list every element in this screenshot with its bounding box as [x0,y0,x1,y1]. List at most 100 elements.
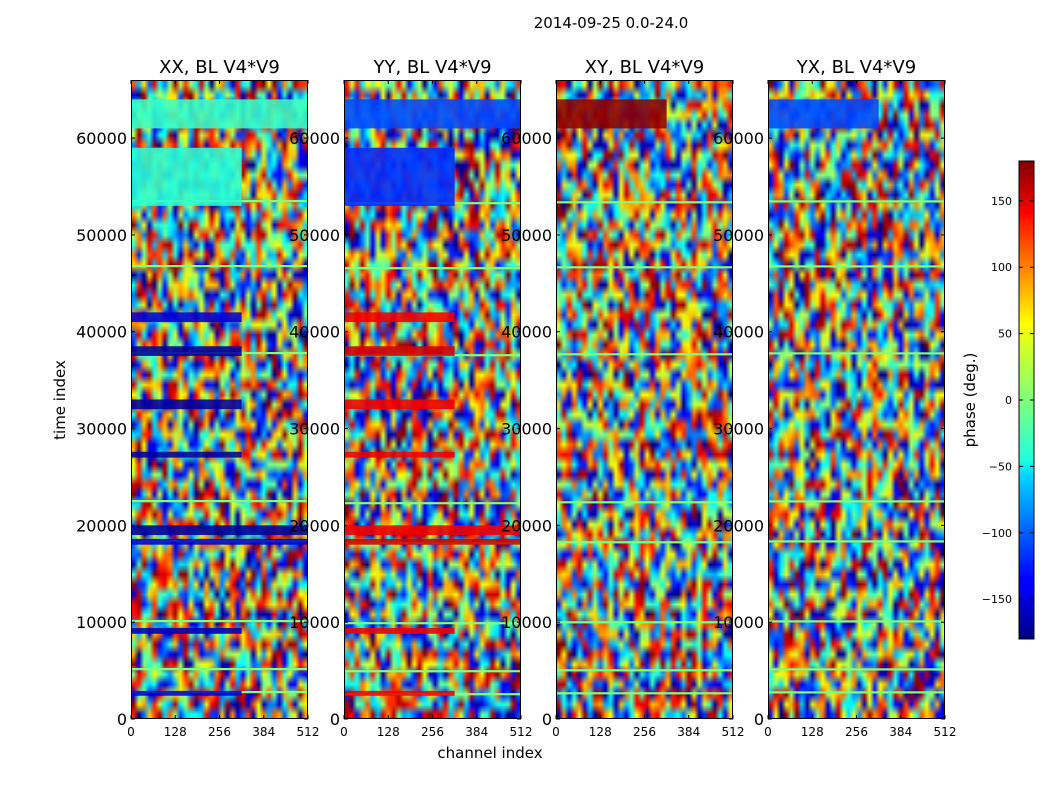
flag-row [768,352,945,355]
y-tick-label: 20000 [713,516,764,535]
flag-row [344,622,521,625]
flag-row [556,541,733,544]
x-tick-label: 0 [127,725,135,739]
y-tick-label: 10000 [501,613,552,632]
flag-row [556,353,733,356]
x-tick-label: 128 [164,725,187,739]
phase-band [131,99,308,129]
x-tick-label: 256 [421,725,444,739]
y-tick-label: 40000 [501,323,552,342]
phase-band [344,627,455,634]
colorbar-tick-label: 0 [1005,394,1012,407]
y-tick-label: 30000 [289,420,340,439]
x-tick-label: 128 [377,725,400,739]
y-tick-label: 10000 [289,613,340,632]
colorbar-tick-label: 150 [991,195,1012,208]
panel-4: YX, BL V4*V9 0 128 256 384 512 0 10000 20000 300… [713,57,956,739]
y-tick-label: 0 [542,710,552,729]
flag-row [131,500,308,503]
flag-row [556,201,733,204]
y-axis-label: time index [51,360,69,440]
x-tick-label: 256 [208,725,231,739]
phase-heatmap [556,80,733,719]
y-tick-label: 60000 [501,129,552,148]
phase-band [768,99,879,129]
flag-row [768,265,945,268]
y-tick-label: 60000 [713,129,764,148]
phase-band [131,451,242,458]
x-tick-label: 512 [934,725,957,739]
flag-row [131,620,308,623]
y-tick-label: 40000 [76,323,127,342]
x-tick-label: 512 [510,725,533,739]
y-tick-label: 40000 [289,323,340,342]
phase-band [131,690,242,696]
y-tick-label: 50000 [501,226,552,245]
colorbar-tick-label: −150 [982,593,1012,606]
x-axis-label: channel index [437,744,542,762]
y-tick-label: 20000 [289,516,340,535]
panel-3-title: XY, BL V4*V9 [585,57,704,78]
x-tick-label: 384 [677,725,700,739]
phase-band [344,399,455,410]
y-tick-label: 30000 [76,420,127,439]
phase-band [344,147,455,206]
colorbar-tick-label: −50 [989,460,1012,473]
flag-row [768,620,945,623]
flag-row [768,500,945,503]
phase-band [344,538,521,545]
y-tick-label: 50000 [289,226,340,245]
phase-band [131,312,242,323]
y-tick-label: 30000 [501,420,552,439]
panel-3: XY, BL V4*V9 0 128 256 384 512 0 10000 20000 300… [501,57,744,739]
phase-band [344,312,455,323]
flag-row [556,266,733,269]
x-tick-label: 256 [845,725,868,739]
flag-row [344,502,521,505]
panel-1: XX, BL V4*V9 0 128 256 384 512 0 10000 20000 300… [76,57,319,739]
flag-row [556,692,733,695]
y-tick-label: 30000 [713,420,764,439]
y-tick-label: 60000 [76,129,127,148]
flag-row [344,267,521,270]
x-tick-label: 0 [552,725,560,739]
y-tick-label: 40000 [713,323,764,342]
flag-row [768,540,945,543]
y-tick-label: 20000 [501,516,552,535]
phase-band [131,399,242,410]
phase-band [131,538,308,545]
y-tick-label: 10000 [713,613,764,632]
colorbar-tick-label: 100 [991,261,1012,274]
x-tick-label: 0 [340,725,348,739]
y-tick-label: 0 [330,710,340,729]
phase-band [344,451,455,458]
panel-1-title: XX, BL V4*V9 [159,57,280,78]
flag-row [131,265,308,268]
flag-row [556,501,733,504]
panel-2: YY, BL V4*V9 0 128 256 384 512 0 10000 20000 300… [289,57,532,739]
panel-2-title: YY, BL V4*V9 [372,57,491,78]
x-tick-label: 128 [801,725,824,739]
x-tick-label: 128 [589,725,612,739]
flag-row [768,691,945,694]
x-tick-label: 384 [465,725,488,739]
y-tick-label: 10000 [76,613,127,632]
phase-band [344,346,455,356]
colorbar-tick-label: 50 [998,328,1012,341]
x-tick-label: 256 [633,725,656,739]
y-tick-label: 20000 [76,516,127,535]
flag-row [131,668,308,671]
y-tick-label: 50000 [713,226,764,245]
y-tick-label: 50000 [76,226,127,245]
y-tick-label: 0 [754,710,764,729]
x-tick-label: 512 [297,725,320,739]
colorbar-tick-label: −100 [982,527,1012,540]
phase-band [556,99,667,129]
phase-band [131,525,308,536]
flag-row [344,670,521,673]
flag-row [556,669,733,672]
flag-row [768,200,945,203]
phase-band [131,627,242,634]
x-tick-label: 384 [889,725,912,739]
